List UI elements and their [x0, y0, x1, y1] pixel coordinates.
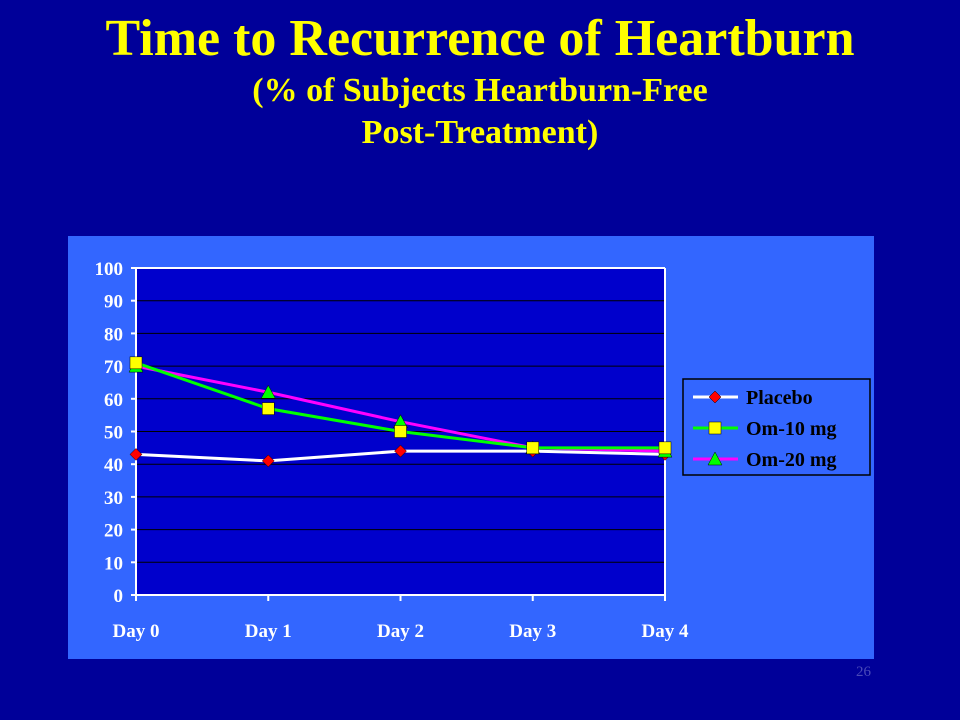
data-point-placebo — [261, 454, 275, 468]
y-tick-label: 40 — [104, 455, 123, 476]
data-point-om-10-mg — [658, 441, 672, 455]
chart-panel: 0 10 20 30 40 50 60 70 80 90 100 Day 0 Day 1 Day 2 Day… — [68, 236, 874, 659]
x-tick-label: Day 1 — [245, 621, 292, 642]
line-chart: 0 10 20 30 40 50 60 70 80 90 100 Day 0 Day 1 Day 2 Day… — [95, 259, 871, 642]
y-tick-label: 0 — [114, 586, 124, 607]
y-tick-label: 70 — [104, 357, 123, 378]
data-point-om-10-mg — [129, 356, 143, 370]
y-tick-label: 90 — [104, 292, 123, 313]
slide-title: Time to Recurrence of Heartburn — [105, 10, 855, 67]
y-tick-label: 50 — [104, 423, 123, 444]
data-point-om-20-mg — [260, 384, 276, 399]
y-tick-label: 20 — [104, 521, 123, 542]
data-point-placebo — [129, 448, 143, 461]
slide-subtitle-line1: (% of Subjects Heartburn-Free — [252, 72, 708, 109]
legend-label-om-20-mg: Om-20 mg — [746, 449, 837, 471]
x-tick-label: Day 0 — [113, 621, 160, 642]
legend-marker-om-10-mg — [708, 421, 722, 435]
data-point-om-10-mg — [526, 441, 539, 455]
data-point-om-10-mg — [262, 402, 275, 415]
legend-label-placebo: Placebo — [746, 387, 813, 409]
x-tick-label: Day 2 — [377, 621, 424, 642]
slide-number: 26 — [856, 664, 871, 680]
slide-subtitle-line2: Post-Treatment) — [361, 114, 599, 151]
legend-label-om-10-mg: Om-10 mg — [746, 418, 837, 440]
y-tick-label: 10 — [104, 553, 123, 574]
y-tick-label: 60 — [104, 390, 123, 411]
legend-marker-placebo — [708, 390, 722, 404]
data-point-om-10-mg — [394, 425, 407, 438]
title-block: Time to Recurrence of Heartburn (% of Su… — [0, 8, 960, 154]
y-tick-label: 30 — [104, 488, 123, 509]
y-tick-label: 100 — [95, 259, 124, 280]
data-point-placebo — [394, 444, 407, 458]
x-tick-label: Day 4 — [642, 621, 689, 642]
legend-marker-om-20-mg — [707, 451, 723, 466]
y-tick-label: 80 — [104, 324, 123, 345]
x-tick-label: Day 3 — [509, 621, 556, 642]
